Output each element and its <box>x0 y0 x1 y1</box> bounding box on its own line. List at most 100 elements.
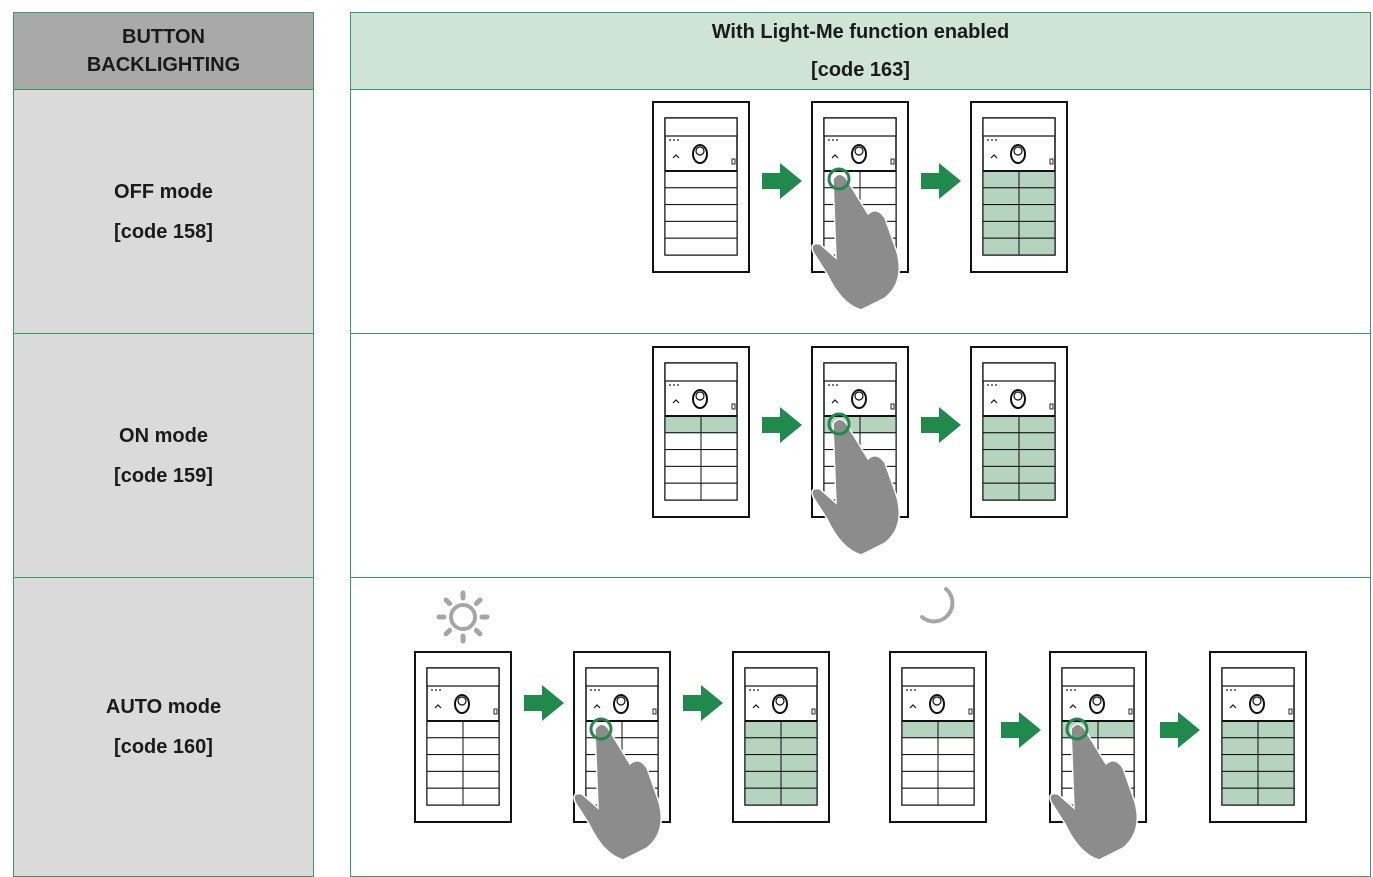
dot <box>828 384 830 386</box>
dot <box>906 689 908 691</box>
code: [code 160] <box>114 736 213 758</box>
dot <box>1230 689 1232 691</box>
arrow <box>921 407 961 443</box>
dot <box>836 139 838 141</box>
dot <box>590 689 592 691</box>
arrow <box>683 685 723 721</box>
device-screen <box>426 667 500 687</box>
caret <box>909 704 917 709</box>
caret <box>990 154 998 159</box>
dot <box>1066 689 1068 691</box>
header-text: BUTTON <box>122 26 205 48</box>
dot <box>431 689 433 691</box>
caret <box>434 704 442 709</box>
knob-inner <box>854 391 864 401</box>
device <box>970 101 1068 273</box>
arrow <box>762 163 802 199</box>
dot <box>1070 689 1072 691</box>
header-text: With Light-Me function enabled <box>711 21 1010 43</box>
device-screen <box>1061 667 1135 687</box>
dot <box>594 689 596 691</box>
dot <box>995 384 997 386</box>
dot <box>598 689 600 691</box>
moon <box>920 587 955 624</box>
dot <box>677 384 679 386</box>
dot <box>991 139 993 141</box>
hand <box>811 173 900 311</box>
dot <box>987 384 989 386</box>
dot <box>757 689 759 691</box>
dot <box>439 689 441 691</box>
dot <box>669 384 671 386</box>
sun-ray <box>473 627 483 637</box>
device-screen <box>664 117 738 137</box>
sun <box>449 603 477 631</box>
caret <box>831 154 839 159</box>
knob-inner <box>695 391 705 401</box>
knob-inner <box>695 146 705 156</box>
dot <box>669 139 671 141</box>
caret <box>1069 704 1077 709</box>
dot <box>832 139 834 141</box>
sun-ray <box>443 627 453 637</box>
dot <box>673 384 675 386</box>
device-screen <box>664 362 738 382</box>
hand <box>573 723 662 861</box>
zero <box>1049 403 1054 410</box>
touch-ring <box>827 412 851 436</box>
button-row <box>664 187 738 206</box>
zero <box>1128 708 1133 715</box>
knob-inner <box>854 146 864 156</box>
device-screen <box>585 667 659 687</box>
zero <box>968 708 973 715</box>
knob-inner <box>932 696 942 706</box>
mode-cell: AUTO mode [code 160] <box>13 577 314 877</box>
zero <box>1288 708 1293 715</box>
device-screen <box>823 117 897 137</box>
illustration-cell <box>350 577 1371 877</box>
device <box>652 101 750 273</box>
code: [code 159] <box>114 464 213 487</box>
mode-cell: ON mode [code 159] <box>13 333 314 578</box>
dot <box>836 384 838 386</box>
touch-ring <box>1065 717 1089 741</box>
dot <box>749 689 751 691</box>
device-screen <box>901 667 975 687</box>
device <box>414 651 512 823</box>
zero <box>652 708 657 715</box>
mode: OFF mode <box>114 180 213 203</box>
device <box>652 346 750 518</box>
zero <box>493 708 498 715</box>
caret <box>752 704 760 709</box>
mode-cell: OFF mode [code 158] <box>13 89 314 334</box>
dot <box>914 689 916 691</box>
dot <box>753 689 755 691</box>
knob-inner <box>616 696 626 706</box>
dot <box>673 139 675 141</box>
arrow <box>762 407 802 443</box>
device <box>970 346 1068 518</box>
sun-ray <box>473 597 483 607</box>
dot <box>987 139 989 141</box>
header-text: [code 163] <box>811 59 910 81</box>
device-screen <box>1221 667 1295 687</box>
dot <box>995 139 997 141</box>
device <box>1209 651 1307 823</box>
dot <box>828 139 830 141</box>
knob-inner <box>1013 146 1023 156</box>
dot <box>991 384 993 386</box>
mode: AUTO mode <box>105 696 222 718</box>
touch-ring <box>589 717 613 741</box>
button-row <box>664 170 738 189</box>
arrow <box>921 163 961 199</box>
button-row <box>664 220 738 239</box>
device-screen <box>744 667 818 687</box>
device <box>889 651 987 823</box>
code: [code 158] <box>114 220 213 243</box>
caret <box>990 399 998 404</box>
header-left: BUTTON BACKLIGHTING <box>13 12 314 90</box>
caret <box>831 399 839 404</box>
zero <box>1049 158 1054 165</box>
knob-inner <box>1252 696 1262 706</box>
